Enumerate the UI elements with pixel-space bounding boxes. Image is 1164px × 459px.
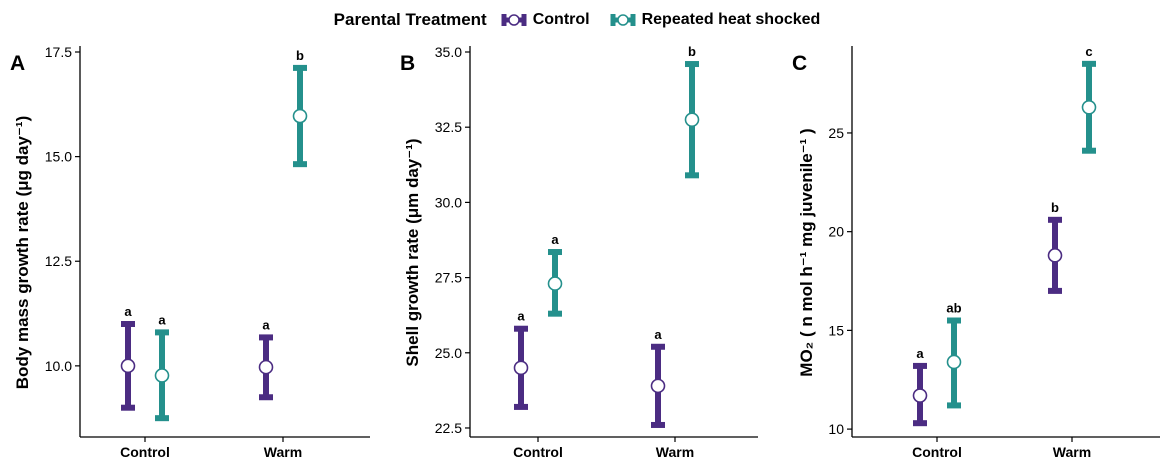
significance-label: b bbox=[688, 44, 696, 59]
significance-label: a bbox=[551, 232, 559, 247]
y-tick-label: 32.5 bbox=[435, 119, 462, 135]
y-axis-label: Body mass growth rate (μg day⁻¹) bbox=[13, 116, 32, 389]
y-tick-label: 15.0 bbox=[45, 149, 72, 165]
mean-point bbox=[258, 359, 274, 375]
mean-point bbox=[120, 358, 136, 374]
y-axis-label: Shell growth rate (μm day⁻¹) bbox=[403, 138, 422, 366]
panel-letter: B bbox=[400, 52, 415, 75]
legend: Parental Treatment Control Repeated heat… bbox=[0, 8, 1164, 32]
mean-point bbox=[650, 378, 666, 394]
x-tick-label: Warm bbox=[264, 444, 302, 459]
panel-letter: C bbox=[792, 52, 807, 75]
y-tick-label: 17.5 bbox=[45, 44, 72, 60]
mean-point bbox=[513, 360, 529, 376]
mean-point bbox=[684, 112, 700, 127]
significance-label: a bbox=[654, 327, 662, 342]
significance-label: c bbox=[1085, 44, 1092, 59]
significance-label: a bbox=[262, 317, 270, 332]
x-tick-label: Control bbox=[513, 444, 563, 459]
significance-label: ab bbox=[946, 301, 961, 316]
panel-a: A 10.0 12.5 15.0 17.5 Control Warm Body mass gr… bbox=[10, 44, 370, 459]
significance-label: a bbox=[916, 346, 924, 361]
legend-item-control: Control bbox=[501, 11, 590, 29]
mean-point bbox=[1081, 99, 1097, 115]
legend-item-heat-shocked: Repeated heat shocked bbox=[610, 11, 821, 29]
y-tick-label: 10 bbox=[828, 421, 844, 437]
y-tick-label: 30.0 bbox=[435, 194, 462, 210]
y-tick-label: 25.0 bbox=[435, 345, 462, 361]
significance-label: b bbox=[296, 48, 304, 63]
mean-point bbox=[547, 276, 563, 291]
y-axis-label: MO₂ ( n mol h⁻¹ mg juvenile⁻¹ ) bbox=[797, 128, 816, 376]
x-tick-label: Warm bbox=[656, 444, 694, 459]
x-tick-label: Control bbox=[120, 444, 170, 459]
x-tick-label: Warm bbox=[1053, 444, 1091, 459]
significance-label: a bbox=[158, 312, 166, 327]
legend-title: Parental Treatment bbox=[333, 10, 487, 29]
legend-key-control-icon bbox=[501, 14, 527, 26]
mean-point bbox=[292, 108, 308, 124]
significance-label: a bbox=[517, 309, 525, 324]
legend-label-heat-shocked: Repeated heat shocked bbox=[641, 11, 821, 28]
significance-label: b bbox=[1051, 200, 1059, 215]
y-tick-label: 27.5 bbox=[435, 270, 462, 286]
mean-point bbox=[912, 388, 928, 403]
panel-c: C 10 15 20 25 Control Warm MO₂ ( n mol h⁻¹ mg j… bbox=[792, 44, 1160, 459]
y-tick-label: 20 bbox=[828, 224, 844, 240]
significance-label: a bbox=[124, 304, 132, 319]
y-tick-label: 22.5 bbox=[435, 420, 462, 436]
mean-point bbox=[946, 354, 962, 370]
y-tick-label: 25 bbox=[828, 125, 844, 141]
y-tick-label: 15 bbox=[828, 322, 844, 338]
y-tick-label: 35.0 bbox=[435, 44, 462, 60]
mean-point bbox=[154, 368, 170, 383]
mean-point bbox=[1047, 248, 1063, 263]
legend-key-heat-shocked-icon bbox=[610, 14, 636, 26]
panel-letter: A bbox=[10, 52, 25, 75]
legend-label-control: Control bbox=[532, 11, 590, 28]
y-tick-label: 10.0 bbox=[45, 358, 72, 374]
x-tick-label: Control bbox=[912, 444, 962, 459]
panel-b: B 22.5 25.0 27.5 30.0 32.5 35.0 Control Warm Shel… bbox=[400, 44, 758, 459]
y-tick-label: 12.5 bbox=[45, 253, 72, 269]
